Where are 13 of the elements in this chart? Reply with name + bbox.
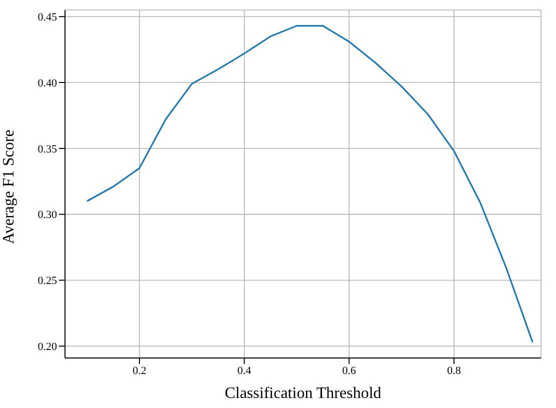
y-tick-label: 0.40 [38,77,58,90]
y-tick-label: 0.20 [38,341,58,354]
y-axis-title: Average F1 Score [0,130,18,244]
y-tick-label: 0.30 [38,209,58,222]
line-series [86,25,534,343]
y-tick-label: 0.45 [38,11,58,24]
x-tick-label: 0.8 [447,364,462,377]
y-tick-label: 0.25 [38,275,58,288]
y-tick-label: 0.35 [38,143,58,156]
x-tick-label: 0.6 [342,364,357,377]
x-axis-title: Classification Threshold [224,385,382,402]
x-tick-label: 0.2 [132,364,146,377]
x-tick-label: 0.4 [237,364,252,377]
